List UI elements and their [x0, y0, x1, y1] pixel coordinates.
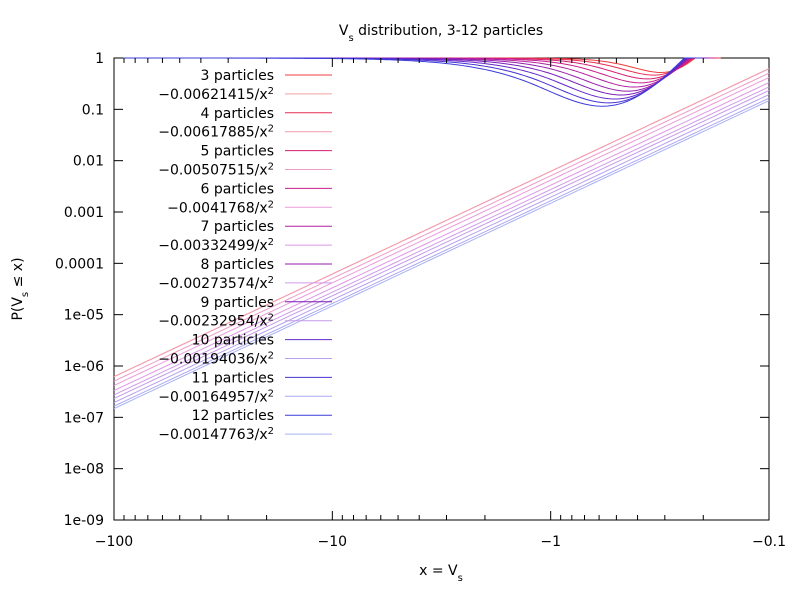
- y-tick-label: 1e-08: [64, 462, 104, 478]
- legend-label: 11 particles: [192, 370, 274, 386]
- curve-12-particles: [114, 57, 700, 107]
- legend-item: −0.00507515/x2: [158, 161, 332, 179]
- y-tick-label: 1: [95, 51, 104, 67]
- legend-item: 6 particles: [201, 181, 332, 197]
- fit-line: [113, 82, 770, 392]
- legend-item: 3 particles: [201, 68, 332, 84]
- x-axis-label: x = Vs: [419, 563, 463, 584]
- legend-label: 5 particles: [201, 144, 274, 160]
- y-tick-label: 0.1: [82, 102, 104, 118]
- legend-item: 10 particles: [192, 333, 332, 349]
- legend-item: −0.00273574/x2: [158, 274, 332, 292]
- y-tick-label: 1e-09: [64, 513, 104, 529]
- fit-line: [113, 68, 770, 378]
- legend-label: −0.00147763/x2: [158, 426, 274, 444]
- y-tick-label: 1e-06: [64, 359, 104, 375]
- legend-label: 9 particles: [201, 295, 274, 311]
- fit-line: [113, 100, 770, 410]
- axis-ticks: −100 −10 −1 −0.1 1 0.1 0.01 0.001 0.0001 1e-05 1e-…: [55, 51, 786, 550]
- data-curves: [113, 57, 770, 410]
- legend-label: 6 particles: [201, 181, 274, 197]
- x-tick-label: −10: [318, 534, 348, 550]
- legend-item: −0.00164957/x2: [158, 388, 332, 406]
- legend-item: 11 particles: [192, 370, 332, 386]
- legend-item: 4 particles: [201, 106, 332, 122]
- y-tick-label: 0.001: [64, 205, 104, 221]
- y-tick-label: 1e-07: [64, 410, 104, 426]
- fit-line: [113, 77, 770, 386]
- legend-label: 8 particles: [201, 257, 274, 273]
- legend-item: −0.00332499/x2: [158, 237, 332, 255]
- y-axis-label-subscript: s: [20, 292, 31, 297]
- x-tick-label: −1: [540, 534, 561, 550]
- legend-label: −0.0041768/x2: [167, 199, 274, 217]
- legend-item: 9 particles: [201, 295, 332, 311]
- fit-line: [113, 94, 770, 404]
- legend-item: −0.00617885/x2: [158, 123, 332, 141]
- legend-item: 8 particles: [201, 257, 332, 273]
- legend-label: −0.00194036/x2: [158, 350, 274, 368]
- legend-label: −0.00621415/x2: [158, 85, 274, 103]
- legend-item: −0.00232954/x2: [158, 312, 332, 330]
- legend-label: −0.00332499/x2: [158, 237, 274, 255]
- legend-item: −0.00147763/x2: [158, 426, 332, 444]
- fit-line: [113, 90, 770, 399]
- legend-item: 12 particles: [192, 408, 332, 424]
- legend-label: 4 particles: [201, 106, 274, 122]
- fit-line: [113, 97, 770, 407]
- y-tick-label: 1e-05: [64, 308, 104, 324]
- legend-item: −0.00621415/x2: [158, 85, 332, 103]
- x-axis-label-subscript: s: [458, 573, 463, 584]
- chart-title: Vs distribution, 3-12 particles: [339, 23, 543, 44]
- legend-label: 12 particles: [192, 408, 274, 424]
- legend-item: 7 particles: [201, 219, 332, 235]
- legend-label: 10 particles: [192, 333, 274, 349]
- fit-line: [113, 72, 770, 382]
- legend-label: −0.00273574/x2: [158, 274, 274, 292]
- legend-label: −0.00507515/x2: [158, 161, 274, 179]
- chart-title-subscript: s: [348, 33, 353, 44]
- x-tick-label: −0.1: [752, 534, 786, 550]
- y-tick-label: 0.01: [73, 154, 104, 170]
- legend-item: −0.0041768/x2: [167, 199, 332, 217]
- legend-label: −0.00164957/x2: [158, 388, 274, 406]
- legend-item: 5 particles: [201, 144, 332, 160]
- legend-label: 7 particles: [201, 219, 274, 235]
- legend: 3 particles−0.00621415/x24 particles−0.0…: [158, 68, 332, 443]
- x-tick-label: −100: [95, 534, 133, 550]
- fit-line: [113, 86, 770, 396]
- legend-item: −0.00194036/x2: [158, 350, 332, 368]
- legend-label: 3 particles: [201, 68, 274, 84]
- legend-label: −0.00617885/x2: [158, 123, 274, 141]
- y-tick-label: 0.0001: [55, 256, 104, 272]
- y-axis-label: P(Vs ≤ x): [10, 257, 31, 320]
- legend-label: −0.00232954/x2: [158, 312, 274, 330]
